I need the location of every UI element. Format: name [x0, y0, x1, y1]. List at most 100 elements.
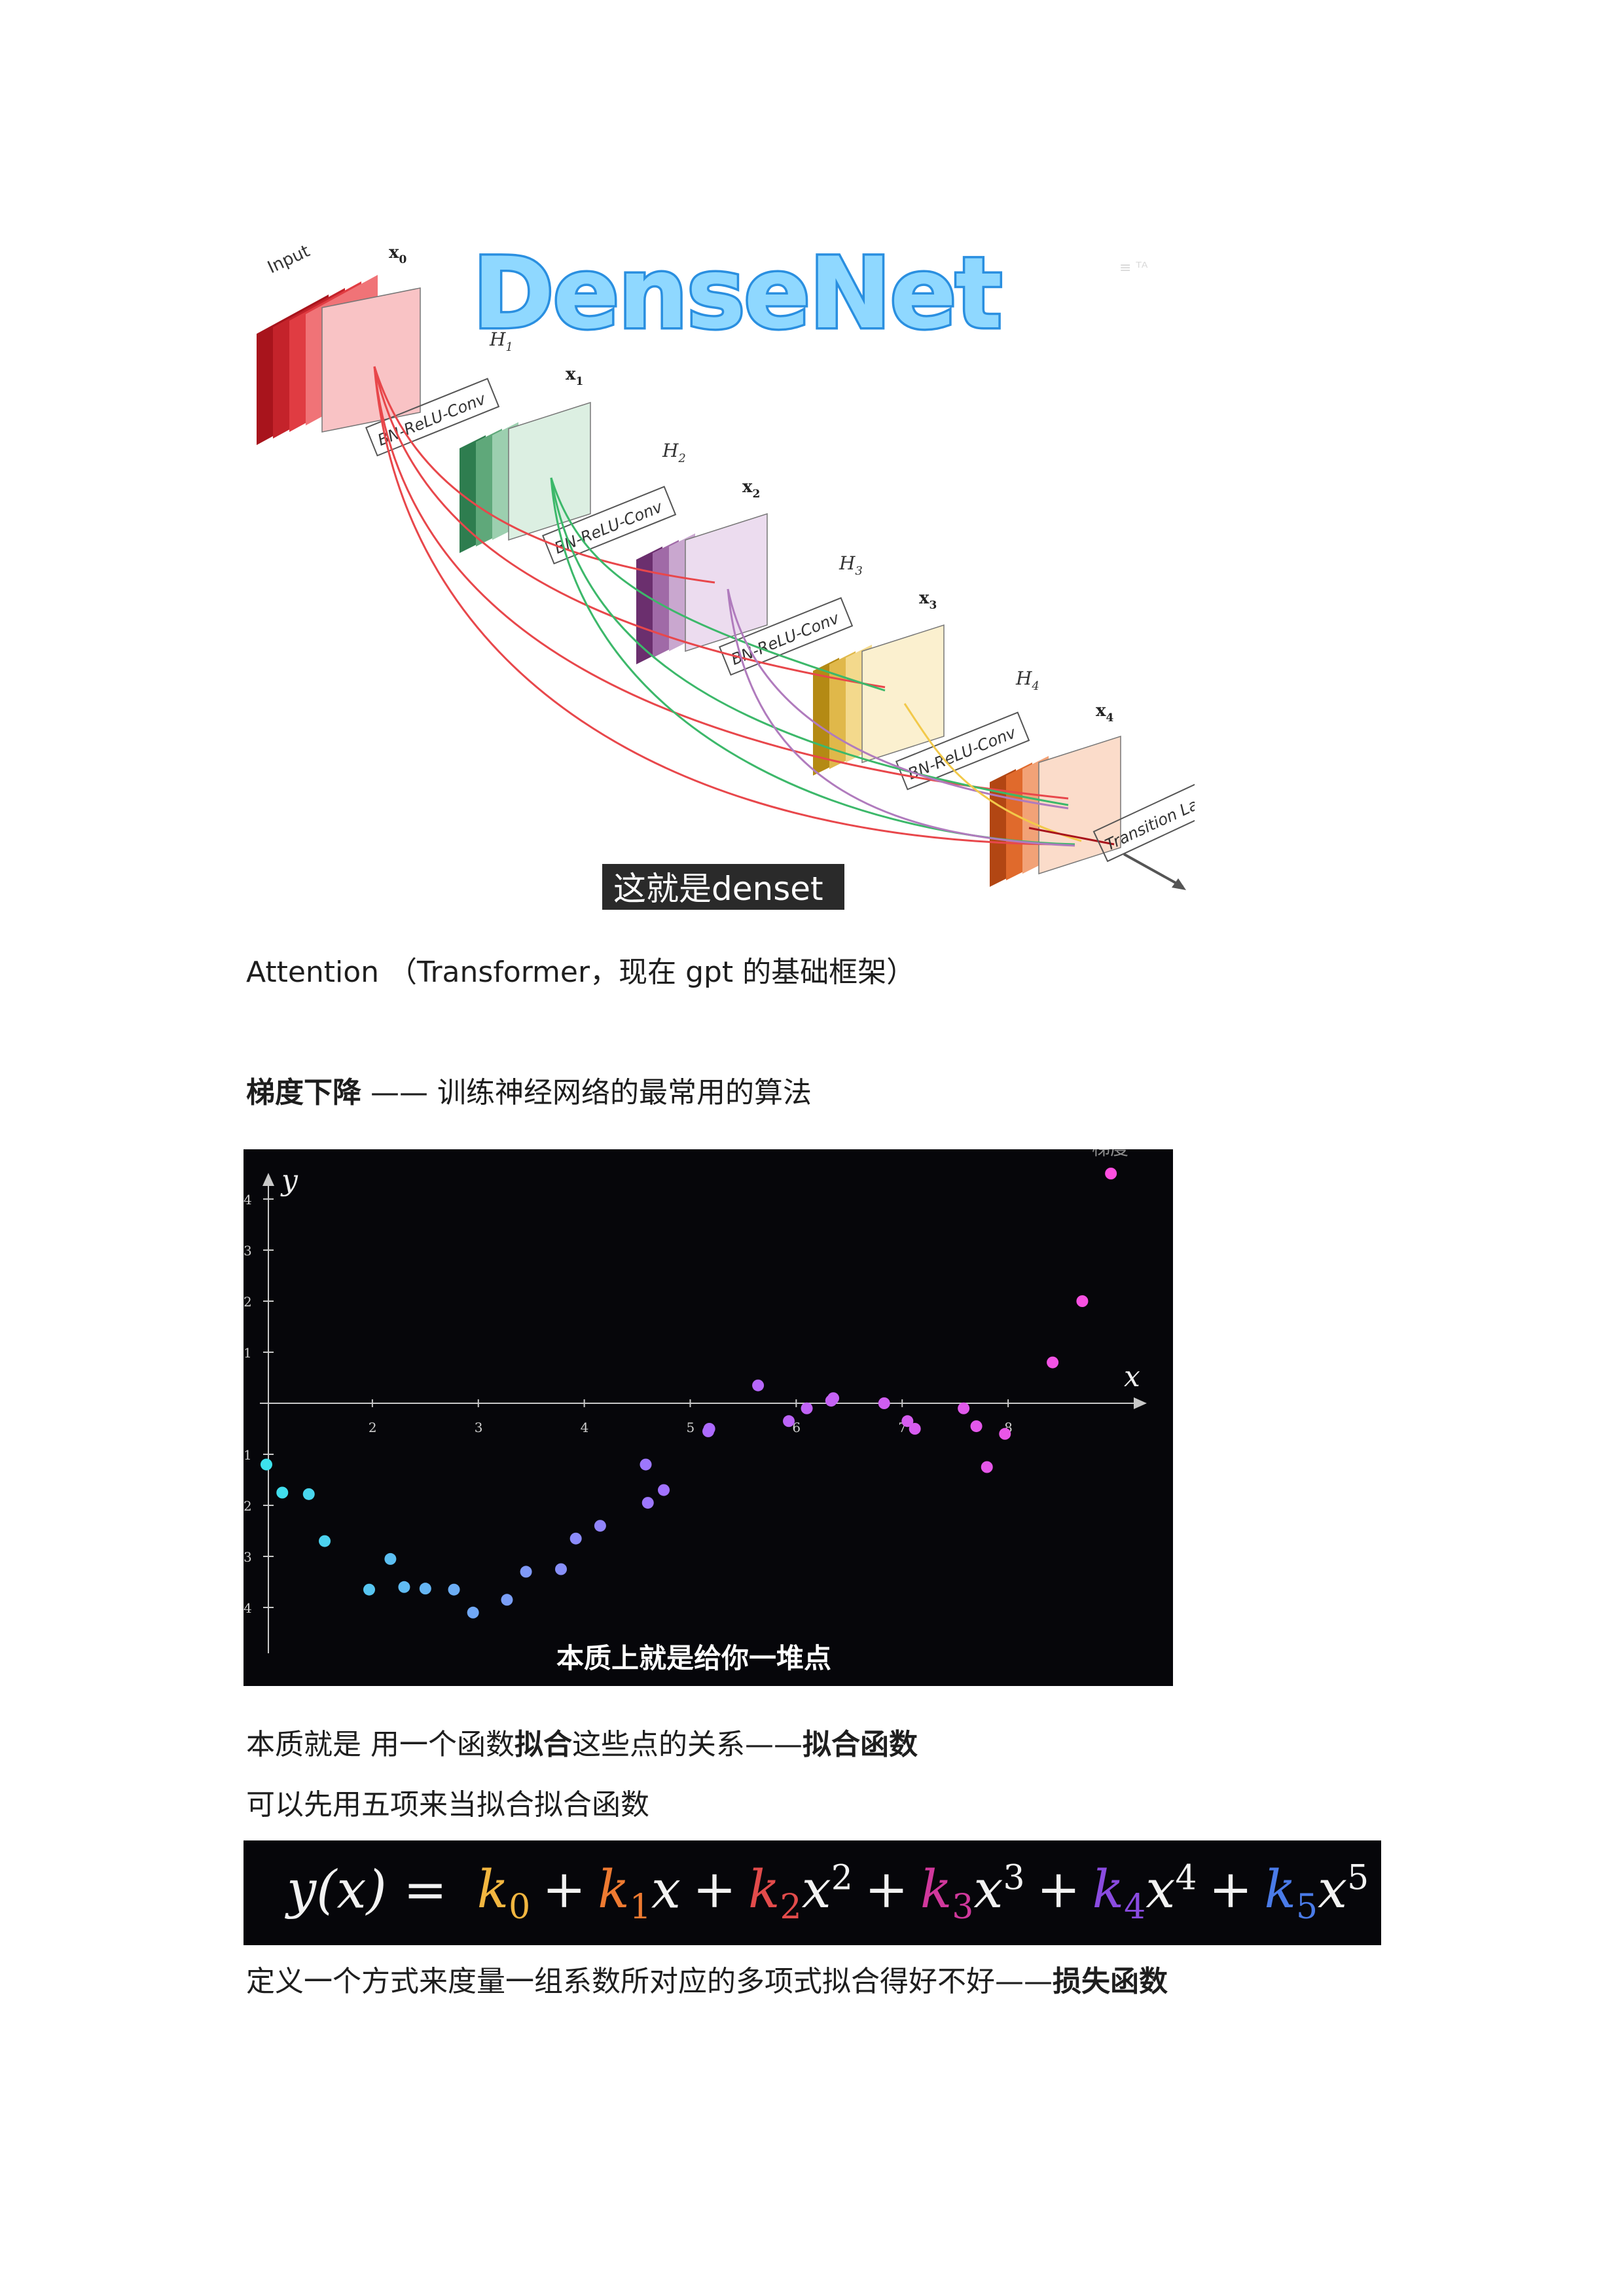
x1-label: x1	[566, 365, 583, 388]
h4-label: H4	[1015, 668, 1039, 693]
densenet-caption: 这就是denset	[613, 870, 823, 908]
formula-coefficient: k1	[598, 1859, 651, 1928]
loss-line: 定义一个方式来度量一组系数所对应的多项式拟合得好不好——损失函数	[246, 1962, 1168, 2001]
scatter-point	[958, 1402, 970, 1414]
formula-coefficient: k5	[1264, 1859, 1318, 1928]
gradient-heading: 梯度下降 —— 训练神经网络的最常用的算法	[246, 1073, 812, 1113]
scatter-point	[398, 1581, 410, 1593]
scatter-point	[703, 1423, 715, 1435]
scatter-point	[1076, 1295, 1089, 1307]
scatter-point	[658, 1484, 670, 1496]
scatter-point	[970, 1420, 983, 1433]
essence-bold1: 拟合	[514, 1728, 572, 1761]
y-tick-label: 1	[244, 1447, 252, 1463]
h1-label: H1	[489, 329, 513, 354]
formula-plus: +	[542, 1859, 586, 1920]
scatter-point	[302, 1488, 315, 1500]
y-tick-label: 4	[244, 1600, 252, 1616]
formula-banner: y(x) = k0 + k1x + k2x2 + k3x3 + k4x4 + k5x5	[244, 1840, 1381, 1945]
watermark-text: ≡ ᵀᴬ	[1119, 260, 1148, 276]
formula-plus: +	[1036, 1859, 1081, 1920]
block-x1	[460, 401, 591, 553]
formula-lhs: y(x) =	[287, 1859, 448, 1920]
scatter-point	[419, 1583, 431, 1595]
scatter-point	[501, 1594, 513, 1606]
scatter-point	[520, 1566, 532, 1578]
scatter-point	[448, 1583, 460, 1596]
x-tick-label: 6	[792, 1420, 801, 1435]
scatter-point	[467, 1606, 479, 1619]
formula-variable: x3	[973, 1858, 1025, 1920]
scatter-point	[384, 1552, 397, 1565]
formula-coefficient: k0	[477, 1859, 531, 1928]
formula-plus: +	[864, 1859, 909, 1920]
densenet-diagram: DenseNet ≡ ᵀᴬ Input x0 BN-ReLU-Conv BN-R…	[244, 216, 1225, 911]
dense-connections	[373, 366, 1115, 847]
x4-label: x4	[1096, 701, 1114, 725]
scatter-point	[999, 1427, 1011, 1440]
y-axis-arrow	[262, 1173, 274, 1186]
densenet-caption-bg	[602, 864, 844, 911]
y-tick-label: 1	[244, 1345, 252, 1361]
formula-coefficient: k4	[1092, 1859, 1146, 1928]
essence-part1: 本质就是 用一个函数	[246, 1728, 514, 1761]
x-axis-arrow	[1134, 1397, 1147, 1409]
formula-variable: x	[651, 1859, 681, 1920]
scatter-point	[555, 1563, 568, 1575]
y-tick-label: 2	[244, 1498, 252, 1514]
scatter-point	[901, 1415, 914, 1427]
scatter-point	[569, 1532, 582, 1545]
scatter-point	[261, 1458, 272, 1471]
x2-label: x2	[742, 477, 760, 501]
densenet-title: DenseNet	[473, 237, 1001, 351]
loss-bold: 损失函数	[1053, 1965, 1168, 1998]
y-tick-label: 2	[244, 1294, 252, 1310]
scatter-point	[276, 1486, 289, 1499]
scatter-point	[981, 1461, 993, 1473]
formula-plus: +	[1208, 1859, 1253, 1920]
scatter-point	[319, 1535, 331, 1547]
formula-coefficient: k2	[748, 1859, 802, 1928]
y-tick-label: 3	[244, 1549, 252, 1565]
transition-arrow	[1123, 853, 1183, 888]
scatter-point	[752, 1379, 765, 1391]
formula-plus: +	[692, 1859, 736, 1920]
gradient-heading-rest: —— 训练神经网络的最常用的算法	[361, 1076, 812, 1109]
scatter-point	[909, 1423, 921, 1435]
scatter-caption: 本质上就是给你一堆点	[556, 1642, 831, 1674]
formula-coefficient: k3	[920, 1859, 974, 1928]
corner-text: 梯度	[1092, 1149, 1128, 1159]
scatter-point	[1105, 1168, 1117, 1179]
essence-line: 本质就是 用一个函数拟合这些点的关系——拟合函数	[246, 1725, 918, 1765]
block-x2	[636, 512, 768, 664]
x-tick-label: 2	[369, 1420, 377, 1435]
x-tick-label: 3	[475, 1420, 483, 1435]
y-axis-label: y	[280, 1164, 298, 1197]
scatter-point	[594, 1520, 606, 1532]
y-tick-label: 3	[244, 1243, 252, 1259]
scatter-point	[878, 1397, 890, 1409]
scatter-point	[827, 1392, 840, 1405]
gradient-heading-bold: 梯度下降	[246, 1076, 361, 1109]
formula: y(x) = k0 + k1x + k2x2 + k3x3 + k4x4 + k5x5	[287, 1861, 1369, 1925]
scatter-point	[640, 1458, 652, 1471]
formula-variable: x4	[1146, 1858, 1197, 1920]
loss-text: 定义一个方式来度量一组系数所对应的多项式拟合得好不好——	[246, 1965, 1053, 1998]
h2-label: H2	[662, 440, 686, 465]
scatter-point	[1047, 1356, 1059, 1369]
attention-line: Attention （Transformer，现在 gpt 的基础框架）	[246, 956, 916, 989]
scatter-point	[801, 1402, 813, 1414]
x-tick-label: 5	[687, 1420, 695, 1435]
formula-variable: x5	[1318, 1858, 1369, 1920]
essence-bold2: 拟合函数	[803, 1728, 918, 1761]
x0-label: x0	[389, 243, 407, 266]
input-block	[257, 275, 421, 445]
scatter-point	[363, 1583, 376, 1596]
densenet-figure: DenseNet ≡ ᵀᴬ Input x0 BN-ReLU-Conv BN-R…	[244, 216, 1225, 911]
y-tick-label: 4	[244, 1192, 252, 1208]
essence-part2: 这些点的关系——	[572, 1728, 803, 1761]
x3-label: x3	[919, 588, 937, 612]
five-terms-line: 可以先用五项来当拟合拟合函数	[246, 1788, 649, 1821]
